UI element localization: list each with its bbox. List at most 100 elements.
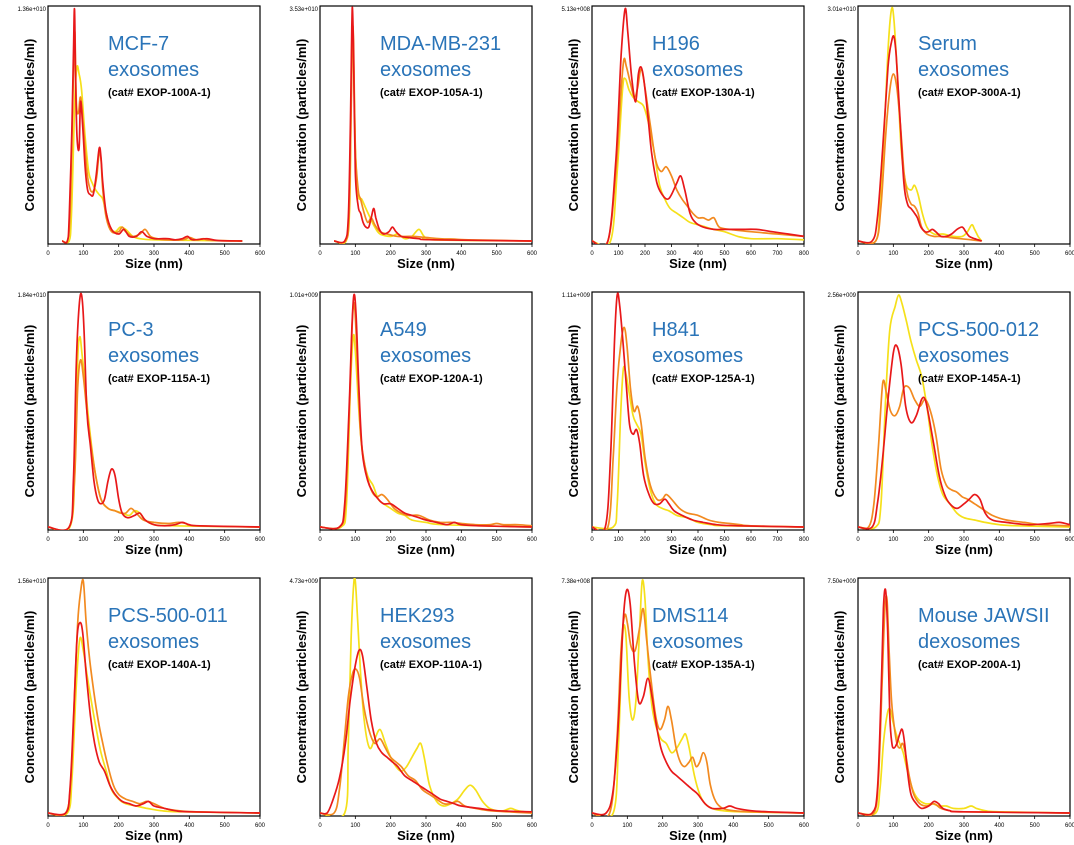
x-tick-label: 400 xyxy=(994,251,1005,257)
series-line-red xyxy=(592,588,804,816)
x-tick-label: 500 xyxy=(492,537,503,543)
x-tick-label: 0 xyxy=(590,251,594,257)
x-tick-label: 600 xyxy=(527,823,538,829)
x-tick-label: 200 xyxy=(640,537,651,543)
x-tick-label: 300 xyxy=(421,251,432,257)
x-tick-label: 400 xyxy=(693,251,704,257)
x-tick-label: 300 xyxy=(959,537,970,543)
x-tick-label: 500 xyxy=(492,251,503,257)
x-tick-label: 300 xyxy=(959,823,970,829)
series-line-yellow xyxy=(858,707,1070,816)
x-tick-label: 400 xyxy=(456,537,467,543)
series-line-red xyxy=(320,648,532,815)
x-tick-label: 500 xyxy=(220,251,231,257)
x-tick-label: 400 xyxy=(728,823,739,829)
y-max-label: 3.01e+010 xyxy=(827,7,856,13)
x-tick-label: 100 xyxy=(78,537,89,543)
x-tick-label: 100 xyxy=(350,823,361,829)
panel-title: Mouse JAWSII xyxy=(918,605,1050,627)
x-tick-label: 0 xyxy=(590,537,594,543)
x-tick-label: 200 xyxy=(114,537,125,543)
catalog-number: (cat# EXOP-140A-1) xyxy=(108,659,211,671)
series-line-orange xyxy=(592,607,804,816)
x-tick-label: 0 xyxy=(856,823,860,829)
series-line-red xyxy=(48,292,260,530)
panel-subtitle: exosomes xyxy=(108,59,199,81)
x-tick-label: 300 xyxy=(666,251,677,257)
x-tick-label: 600 xyxy=(255,251,266,257)
series-line-orange xyxy=(320,668,532,816)
x-tick-label: 300 xyxy=(149,823,160,829)
y-axis-label: Concentration (particles/ml) xyxy=(294,39,309,212)
x-tick-label: 300 xyxy=(149,537,160,543)
panel-h196: Concentration (particles/ml) 5.13e+008 0 10… xyxy=(561,5,810,271)
series-line-red xyxy=(858,35,982,244)
x-tick-label: 600 xyxy=(255,537,266,543)
panel-title: H196 xyxy=(652,33,700,55)
x-tick-label: 400 xyxy=(184,251,195,257)
panel-title: MCF-7 xyxy=(108,33,169,55)
catalog-number: (cat# EXOP-115A-1) xyxy=(108,373,210,385)
series-line-red xyxy=(592,7,804,244)
x-tick-label: 600 xyxy=(746,537,757,543)
y-axis-label: Concentration (particles/ml) xyxy=(22,39,37,212)
y-axis-label: Concentration (particles/ml) xyxy=(566,325,581,498)
x-tick-label: 0 xyxy=(318,537,322,543)
series-line-yellow xyxy=(858,294,1070,530)
x-tick-label: 400 xyxy=(456,823,467,829)
x-axis-label: Size (nm) xyxy=(125,542,183,557)
panel-subtitle: exosomes xyxy=(652,631,743,653)
panel-hek293: Concentration (particles/ml) 4.73e+009 0 10… xyxy=(289,577,538,843)
y-axis-label: Concentration (particles/ml) xyxy=(566,39,581,212)
x-tick-label: 300 xyxy=(421,537,432,543)
x-tick-label: 100 xyxy=(350,251,361,257)
x-tick-label: 800 xyxy=(799,537,810,543)
catalog-number: (cat# EXOP-130A-1) xyxy=(652,87,755,99)
series-line-yellow xyxy=(48,636,260,816)
series-line-red xyxy=(592,292,804,530)
x-tick-label: 300 xyxy=(666,537,677,543)
x-axis-label: Size (nm) xyxy=(669,256,727,271)
x-tick-label: 0 xyxy=(46,823,50,829)
x-tick-label: 0 xyxy=(856,251,860,257)
x-tick-label: 300 xyxy=(421,823,432,829)
catalog-number: (cat# EXOP-110A-1) xyxy=(380,659,482,671)
x-tick-label: 500 xyxy=(764,823,775,829)
panel-title: Serum xyxy=(918,33,977,55)
panel-a549: Concentration (particles/ml) 1.01e+009 0 10… xyxy=(289,291,538,557)
series-line-orange xyxy=(592,326,804,530)
y-max-label: 1.01e+009 xyxy=(289,293,318,299)
x-tick-label: 200 xyxy=(386,537,397,543)
x-tick-label: 400 xyxy=(693,537,704,543)
y-max-label: 1.11e+009 xyxy=(562,293,591,299)
x-axis-label: Size (nm) xyxy=(397,542,455,557)
y-axis-label: Concentration (particles/ml) xyxy=(832,39,847,212)
catalog-number: (cat# EXOP-125A-1) xyxy=(652,373,755,385)
y-max-label: 7.38e+008 xyxy=(561,579,590,585)
x-axis-label: Size (nm) xyxy=(125,256,183,271)
x-tick-label: 0 xyxy=(46,251,50,257)
x-tick-label: 0 xyxy=(856,537,860,543)
x-axis-label: Size (nm) xyxy=(669,828,727,843)
x-tick-label: 100 xyxy=(78,251,89,257)
catalog-number: (cat# EXOP-300A-1) xyxy=(918,87,1021,99)
y-max-label: 1.56e+010 xyxy=(17,579,46,585)
panel-title: HEK293 xyxy=(380,605,455,627)
series-line-orange xyxy=(858,379,1070,530)
panel-title: PCS-500-011 xyxy=(108,605,228,627)
x-tick-label: 800 xyxy=(799,251,810,257)
y-max-label: 7.50e+009 xyxy=(827,579,856,585)
x-tick-label: 500 xyxy=(1030,251,1041,257)
catalog-number: (cat# EXOP-200A-1) xyxy=(918,659,1021,671)
series-line-red xyxy=(320,293,532,530)
x-tick-label: 500 xyxy=(492,823,503,829)
x-tick-label: 500 xyxy=(719,251,730,257)
panel-subtitle: exosomes xyxy=(108,631,199,653)
series-line-yellow xyxy=(592,77,804,244)
panel-subtitle: exosomes xyxy=(652,59,743,81)
x-tick-label: 100 xyxy=(888,251,899,257)
panel-subtitle: exosomes xyxy=(918,59,1009,81)
x-tick-label: 200 xyxy=(924,823,935,829)
catalog-number: (cat# EXOP-145A-1) xyxy=(918,373,1021,385)
y-axis-label: Concentration (particles/ml) xyxy=(566,611,581,784)
